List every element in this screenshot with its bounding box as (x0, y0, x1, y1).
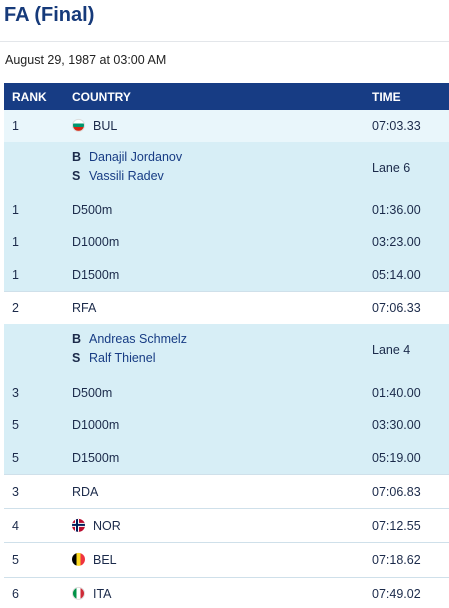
belgium-flag-icon (72, 553, 85, 567)
rank-cell: 1 (12, 119, 19, 133)
header-country: COUNTRY (72, 90, 131, 104)
country-cell: ITA (72, 586, 112, 600)
table-row[interactable]: 3 RDA 07:06.83 (4, 474, 449, 508)
lane-cell: Lane 6 (372, 160, 411, 175)
split-row: 1 D1500m 05:14.00 (4, 258, 449, 291)
split-rank: 1 (12, 235, 19, 249)
split-row: 1 D500m 01:36.00 (4, 193, 449, 226)
split-distance: D1500m (72, 267, 120, 282)
time-cell: 07:18.62 (372, 553, 421, 567)
time-cell: 07:06.83 (372, 484, 421, 499)
athlete-link[interactable]: Ralf Thienel (89, 351, 156, 365)
split-distance: D500m (72, 385, 113, 400)
athlete-link[interactable]: Vassili Radev (89, 169, 164, 183)
country-name: RFA (72, 301, 97, 315)
crew-member: S Ralf Thienel (72, 351, 156, 365)
table-row[interactable]: 4 NOR 07:12.55 (4, 508, 449, 542)
rank-cell: 4 (12, 518, 19, 533)
split-rank: 3 (12, 385, 19, 400)
split-time: 03:30.00 (372, 418, 421, 432)
table-row[interactable]: 1 BUL 07:03.33 (4, 110, 449, 142)
split-row: 5 D1000m 03:30.00 (4, 409, 449, 441)
country-name: ITA (93, 586, 112, 601)
crew-list: B Danajil Jordanov S Vassili Radev (72, 148, 182, 186)
split-rank: 1 (12, 202, 19, 217)
header-rank: RANK (12, 90, 47, 104)
crew-list: B Andreas Schmelz S Ralf Thienel (72, 330, 187, 368)
time-cell: 07:12.55 (372, 518, 421, 533)
country-name: BUL (93, 118, 118, 133)
crew-member: B Danajil Jordanov (72, 150, 183, 164)
rank-cell: 6 (12, 586, 19, 601)
split-row: 3 D500m 01:40.00 (4, 376, 449, 409)
split-time: 01:40.00 (372, 385, 421, 400)
country-name: RDA (72, 484, 99, 499)
table-header: RANK COUNTRY TIME (4, 83, 449, 110)
table-row[interactable]: 5 BEL 07:18.62 (4, 542, 449, 577)
bulgaria-flag-icon (72, 119, 85, 133)
country-name: BEL (93, 552, 117, 567)
crew-member: B Andreas Schmelz (72, 332, 187, 346)
split-time: 03:23.00 (372, 235, 421, 249)
table-row[interactable]: 6 ITA 07:49.02 (4, 577, 449, 608)
country-name: NOR (93, 518, 121, 533)
time-cell: 07:03.33 (372, 119, 421, 133)
results-table: RANK COUNTRY TIME 1 BUL 07:03.33 B Danaji… (4, 83, 449, 608)
rank-cell: 5 (12, 553, 19, 567)
rank-cell: 3 (12, 484, 19, 499)
country-cell: BEL (72, 553, 117, 567)
race-date: August 29, 1987 at 03:00 AM (5, 53, 167, 67)
country-cell: BUL (72, 119, 117, 133)
split-row: 1 D1000m 03:23.00 (4, 226, 449, 258)
lane-cell: Lane 4 (372, 343, 411, 357)
split-row: 5 D1500m 05:19.00 (4, 441, 449, 474)
athlete-link[interactable]: Danajil Jordanov (89, 150, 183, 164)
header-time: TIME (372, 90, 401, 104)
split-distance: D1000m (72, 235, 120, 249)
title-divider (0, 41, 449, 42)
split-distance: D500m (72, 202, 113, 217)
time-cell: 07:06.33 (372, 301, 421, 315)
split-distance: D1000m (72, 418, 120, 432)
split-rank: 5 (12, 450, 19, 465)
split-rank: 5 (12, 418, 19, 432)
crew-row: B Danajil Jordanov S Vassili Radev Lane 6 (4, 142, 449, 193)
italy-flag-icon (72, 586, 85, 600)
split-distance: D1500m (72, 450, 120, 465)
country-cell: NOR (72, 518, 121, 532)
time-cell: 07:49.02 (372, 586, 421, 601)
athlete-link[interactable]: Andreas Schmelz (89, 332, 187, 346)
crew-row: B Andreas Schmelz S Ralf Thienel Lane 4 (4, 324, 449, 376)
norway-flag-icon (72, 518, 85, 532)
split-time: 05:19.00 (372, 450, 421, 465)
split-time: 01:36.00 (372, 202, 421, 217)
table-row[interactable]: 2 RFA 07:06.33 (4, 291, 449, 324)
split-rank: 1 (12, 267, 19, 282)
page-title: FA (Final) (4, 4, 95, 26)
rank-cell: 2 (12, 301, 19, 315)
crew-member: S Vassili Radev (72, 169, 164, 183)
split-time: 05:14.00 (372, 267, 421, 282)
